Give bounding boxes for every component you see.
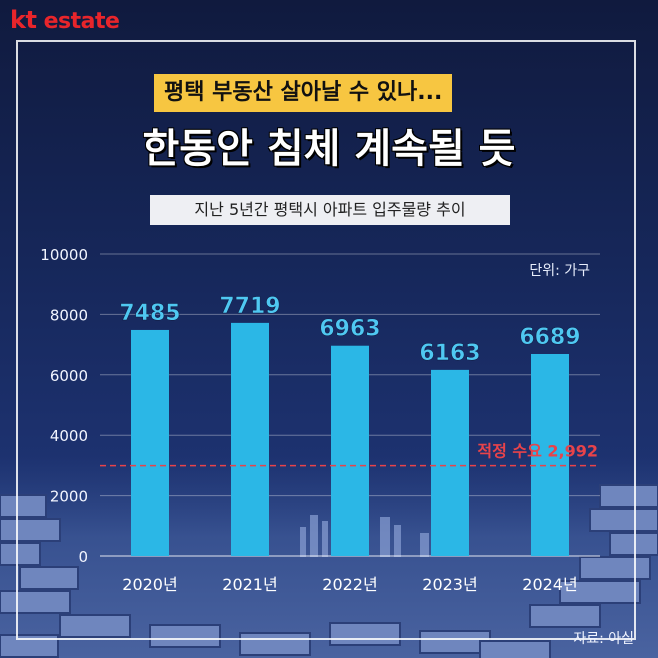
logo-kt: kt	[10, 6, 37, 34]
y-tick-label: 10000	[40, 246, 88, 264]
card-frame	[16, 40, 636, 640]
y-tick-label: 4000	[50, 427, 88, 445]
data-label: 6163	[419, 341, 480, 366]
data-label: 7485	[119, 301, 180, 326]
bar	[331, 345, 369, 556]
bar	[131, 329, 169, 556]
chart-title: 지난 5년간 평택시 아파트 입주물량 추이	[150, 195, 510, 225]
y-tick-label: 6000	[50, 367, 88, 385]
unit-label: 단위: 가구	[529, 263, 590, 279]
x-tick-label: 2020년	[122, 575, 177, 594]
y-tick-label: 2000	[50, 488, 88, 506]
x-tick-label: 2022년	[322, 575, 377, 594]
bar	[231, 322, 269, 556]
data-label: 6963	[319, 317, 380, 342]
x-tick-label: 2024년	[522, 575, 577, 594]
data-label: 6689	[519, 325, 580, 350]
reference-line-label: 적정 수요 2,992	[477, 442, 598, 461]
source-label: 자료: 아실	[573, 631, 634, 647]
y-tick-label: 8000	[50, 306, 88, 324]
headline-title: 한동안 침체 계속될 듯	[142, 126, 516, 172]
bar	[531, 353, 569, 556]
x-tick-label: 2023년	[422, 575, 477, 594]
logo-estate: estate	[43, 9, 120, 34]
data-label: 7719	[219, 294, 280, 319]
bar	[431, 369, 469, 556]
y-tick-label: 0	[78, 548, 88, 566]
x-tick-label: 2021년	[222, 575, 277, 594]
kt-estate-logo: kt estate	[10, 6, 120, 34]
headline-subtitle: 평택 부동산 살아날 수 있나...	[154, 74, 453, 112]
